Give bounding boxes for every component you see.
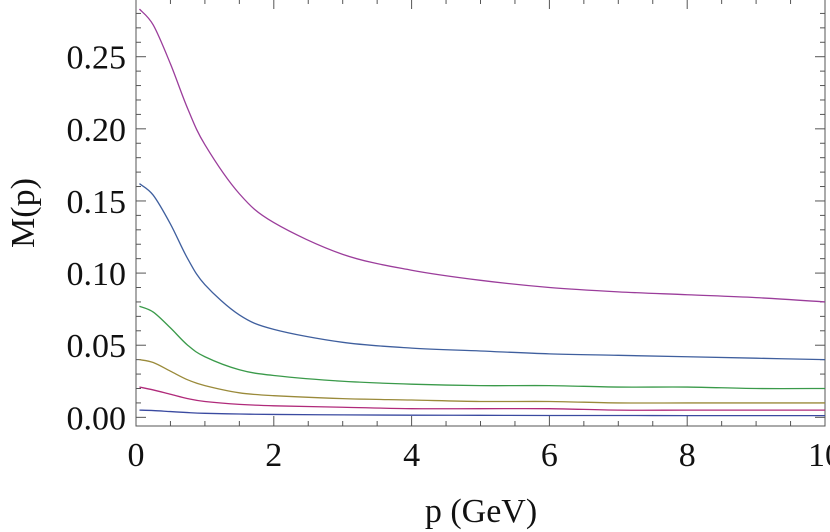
series-line-4 [139,359,825,404]
y-axis-title: M(p) [5,178,42,248]
y-tick-label: 0.25 [67,40,127,77]
x-axis: 0 2 4 6 8 10 [128,0,830,474]
y-tick-label: 0.05 [67,328,127,365]
x-tick-label: 6 [541,437,558,474]
y-tick-label: 0.20 [67,112,127,149]
x-tick-label: 8 [679,437,696,474]
series-line-3 [139,305,826,390]
x-tick-label: 2 [265,437,282,474]
y-tick-label: 0.00 [67,400,127,437]
series-lines [138,8,826,417]
x-tick-label: 4 [403,437,420,474]
x-axis-title: p (GeV) [425,493,537,530]
y-axis: 0.00 0.05 0.10 0.15 0.20 0.25 [67,12,825,437]
y-tick-label: 0.15 [67,184,127,221]
plot-frame [135,0,826,427]
series-line-1 [138,8,826,303]
series-line-2 [139,183,826,361]
series-line-6 [139,409,825,417]
x-tick-label: 10 [808,437,830,474]
y-tick-label: 0.10 [67,256,127,293]
series-line-5 [139,386,825,411]
x-tick-label: 0 [128,437,145,474]
